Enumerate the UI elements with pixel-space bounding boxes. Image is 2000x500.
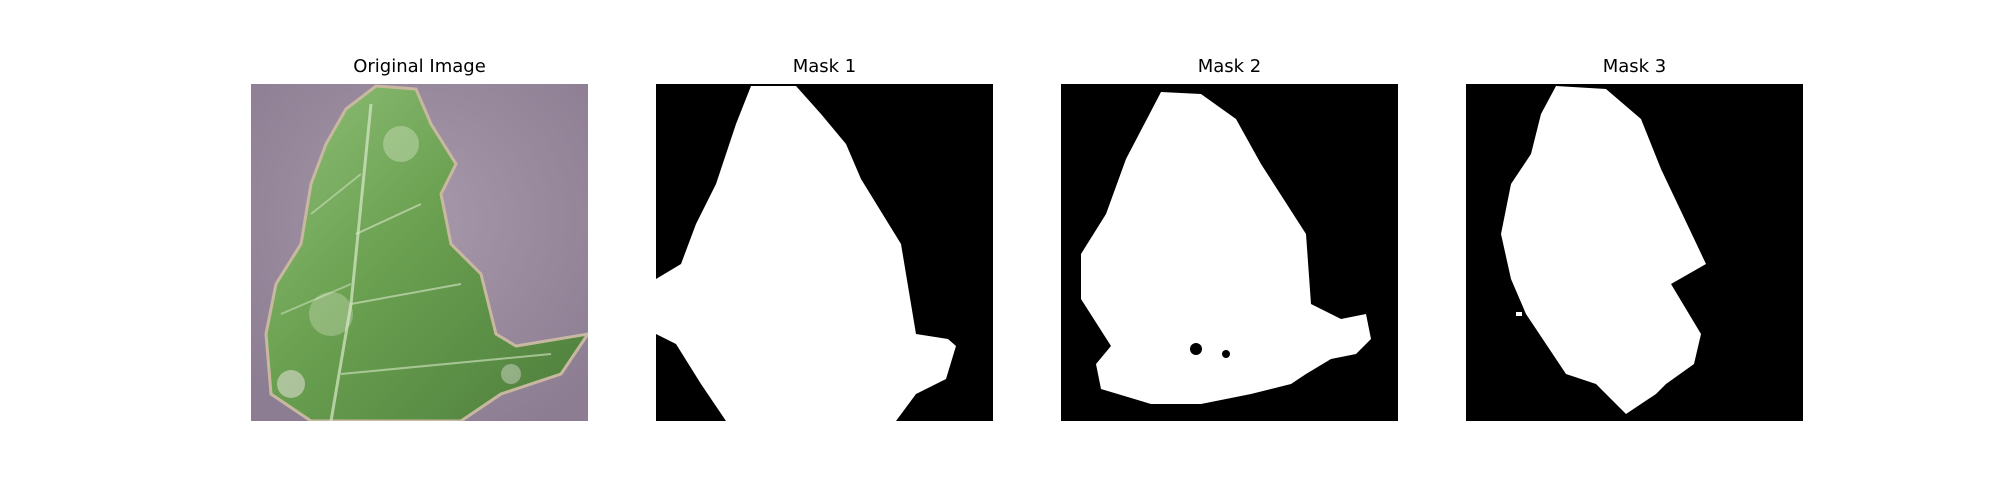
mask-1-image: [656, 84, 993, 421]
panel-title-original: Original Image: [353, 56, 486, 77]
leaf-photo-icon: [251, 84, 588, 421]
mask-3-shape: [1466, 84, 1803, 421]
original-image: [251, 84, 588, 421]
panel-title-mask-2: Mask 2: [1197, 56, 1262, 77]
mask-3-image: [1466, 84, 1803, 421]
mask-2-shape: [1061, 84, 1398, 421]
panel-title-mask-1: Mask 1: [792, 56, 857, 77]
mask-1-shape: [656, 84, 993, 421]
panel-title-mask-3: Mask 3: [1602, 56, 1667, 77]
mask-2-image: [1061, 84, 1398, 421]
